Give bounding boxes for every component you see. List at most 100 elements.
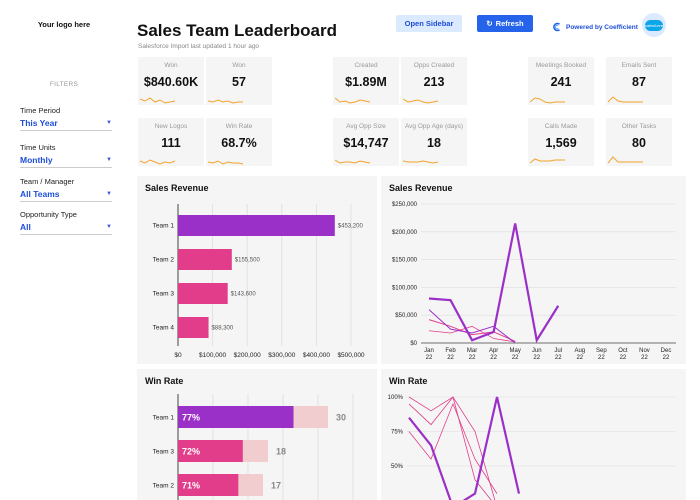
x-tick-label: Jun [532,348,542,354]
sparkline-icon [140,159,176,165]
x-tick-label: 22 [469,355,476,361]
kpi-label: New Logos [154,123,188,130]
sparkline-path [530,97,565,104]
x-tick-label: Nov [639,348,650,354]
opportunity-type-select[interactable]: All ▼ [20,222,112,235]
sparkline-icon [403,160,439,164]
x-tick-label: 22 [555,355,562,361]
kpi-label: Won [164,62,178,69]
time-units-select[interactable]: Monthly ▼ [20,155,112,168]
refresh-button[interactable]: ↻ Refresh [477,15,533,32]
kpi-value: 68.7% [221,136,257,150]
bar-value-label: 72% [182,447,200,457]
x-tick-label: 22 [426,355,433,361]
open-sidebar-button[interactable]: Open Sidebar [396,15,462,32]
filter-label: Time Units [20,143,56,152]
bar-value-label: 77% [182,413,200,423]
bar-won [178,406,294,428]
sparkline-icon [335,159,371,164]
kpi-card: Won $840.60K [138,57,204,105]
y-tick-label: $50,000 [395,313,417,319]
filter-value: Monthly [20,155,53,165]
kpi-label: Created [354,62,378,69]
salesforce-logo: salesforce [642,13,666,37]
x-tick-label: 22 [447,355,454,361]
bar-total-label: 18 [276,447,286,457]
category-label: Team 2 [153,483,175,490]
series-line-3 [428,319,516,342]
win-rate-bar-chart: Team 1 77% 30 Team 3 72% 18 Team 2 71% 17 [153,394,354,500]
sparkline-path [530,158,565,164]
filter-team-manager: Team / Manager All Teams ▼ [20,177,112,202]
sales-revenue-line-panel: Sales Revenue $0 $50,000 $100,000 $150,000 $… [381,176,686,364]
bar-total-label: 30 [336,413,346,423]
category-label: Team 1 [153,415,175,422]
time-period-select[interactable]: This Year ▼ [20,118,112,131]
panel-title: Win Rate [389,376,428,386]
panel-title: Sales Revenue [389,183,453,193]
filter-label: Time Period [20,106,61,115]
bar-value-label: $155,500 [235,258,261,264]
kpi-card: Meetings Booked 241 [528,57,594,105]
kpi-card: Created $1.89M [333,57,399,105]
panel-title: Win Rate [145,376,184,386]
kpi-value: 57 [232,75,246,89]
sparkline-path [140,159,176,165]
x-tick-label: 22 [512,355,519,361]
y-tick-label: $150,000 [392,258,418,264]
sales-revenue-line-chart: $0 $50,000 $100,000 $150,000 $200,000 $250,00… [392,202,676,361]
x-tick-label: Apr [489,348,498,354]
team-manager-select[interactable]: All Teams ▼ [20,189,112,202]
kpi-value: $1.89M [345,75,387,89]
kpi-value: 80 [632,136,646,150]
filter-opportunity-type: Opportunity Type All ▼ [20,210,112,235]
x-tick-label: 22 [598,355,605,361]
x-tick-label: May [510,348,521,354]
bar-team-1 [178,215,335,236]
kpi-label: Other Tasks [621,123,657,130]
x-tick-label: $400,000 [303,352,330,359]
kpi-card: Avg Opp Age (days) 18 [401,118,467,166]
filter-label: Team / Manager [20,177,75,186]
kpi-label: Avg Opp Age (days) [404,123,464,130]
x-tick-label: 22 [620,355,627,361]
y-tick-label: 50% [391,464,404,470]
sparkline-path [335,97,371,104]
bar-total-label: 17 [271,481,281,491]
sparkline-path [608,156,643,164]
sparkline-path [208,99,243,104]
refresh-label: Refresh [495,19,524,28]
kpi-label: Opps Created [413,62,455,69]
kpi-label: Emails Sent [621,62,657,69]
kpi-value: 213 [423,75,445,89]
kpi-label: Avg Opp Size [346,123,386,130]
x-tick-label: Jul [554,348,562,354]
kpi-value: 18 [427,136,441,150]
kpi-value: 87 [632,75,646,89]
x-tick-label: 22 [663,355,670,361]
win-rate-bar-panel: Win Rate Team 1 77% 30 Team 3 72% 18 Team 2 71%… [137,369,377,500]
coefficient-logo-icon [553,22,560,32]
last-updated-text: Salesforce Import last updated 1 hour ag… [138,43,260,50]
bar-team-3 [178,283,228,304]
sparkline-path [608,96,643,103]
bar-team-4 [178,317,209,338]
bar-value-label: 71% [182,481,200,491]
series-line-1 [428,223,560,344]
kpi-card: New Logos 111 [138,118,204,166]
series-line-4 [408,402,498,494]
salesforce-cloud-icon: salesforce [645,19,663,31]
x-tick-label: Jan [424,348,434,354]
sparkline-icon [208,99,243,104]
kpi-label: Win Rate [225,123,253,130]
sparkline-path [403,98,439,104]
x-tick-label: 22 [576,355,583,361]
kpi-card: Win Rate 68.7% [206,118,272,166]
caret-down-icon: ▼ [106,157,112,163]
kpi-card: Avg Opp Size $14,747 [333,118,399,166]
kpi-value: 111 [161,136,181,150]
powered-by-coefficient[interactable]: Powered by Coefficient [552,22,638,32]
kpi-card: Opps Created 213 [401,57,467,105]
kpi-label: Calls Made [544,123,578,130]
sparkline-path [208,160,244,165]
